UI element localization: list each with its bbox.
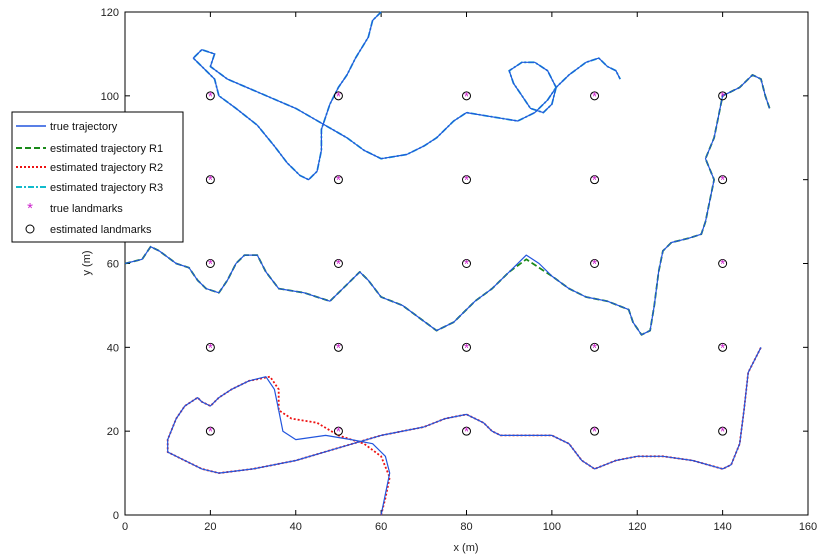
true-landmark: * (720, 173, 725, 188)
legend-box (11, 111, 184, 243)
axes-frame (124, 11, 809, 516)
estimated-landmark (590, 259, 600, 268)
true-landmark: * (336, 173, 341, 188)
true-landmark: * (336, 257, 341, 272)
true-landmark: * (208, 257, 213, 272)
estimated-landmark (718, 91, 728, 101)
legend-label-r1: estimated trajectory R1 (50, 143, 163, 155)
x-tick-label: 80 (460, 521, 472, 533)
true-landmark: * (720, 257, 725, 272)
estimated-landmark (462, 426, 471, 436)
y-tick-label: 120 (101, 7, 119, 19)
true-landmark: * (208, 424, 213, 439)
y-tick-label: 20 (107, 426, 119, 438)
true-trajectory-loop (508, 61, 557, 114)
x-tick-label: 60 (375, 521, 387, 533)
legend-label-estimated-landmarks: estimated landmarks (50, 224, 152, 236)
true-landmark: * (720, 340, 725, 355)
estimated-landmark (205, 426, 215, 436)
estimated-landmark (205, 91, 215, 101)
estimated-landmark (333, 91, 343, 101)
true-landmark: * (208, 89, 213, 104)
estimated-landmark (205, 342, 215, 352)
true-landmark: * (464, 89, 469, 104)
estimated-landmark (718, 426, 728, 436)
estimated-landmark (333, 175, 343, 185)
true-landmark: * (592, 340, 597, 355)
true-landmark: * (720, 424, 725, 439)
true-landmark: * (336, 340, 341, 355)
true-landmark: * (208, 173, 213, 188)
estimated-landmark (205, 259, 215, 268)
true-landmark: * (464, 257, 469, 272)
estimated-landmark (590, 175, 600, 185)
y-tick-label: 0 (113, 510, 119, 522)
estimated-landmark (718, 342, 728, 352)
true-trajectory-r3 (192, 11, 621, 181)
true-landmark: * (336, 424, 341, 439)
true-trajectory-r2 (167, 347, 762, 516)
landmarks: * * * * * * * * * * * * * * * * * * * * * * * * * (205, 89, 728, 439)
estimated-landmark (590, 342, 600, 352)
y-tick-label: 100 (101, 91, 119, 103)
estimated-landmark (590, 91, 600, 101)
true-landmark: * (592, 173, 597, 188)
x-axis-label: x (m) (453, 542, 478, 554)
estimated-landmark (205, 175, 215, 185)
x-tick-label: 20 (204, 521, 216, 533)
x-axis-ticks: 0 20 40 60 80 100 120 140 160 (122, 12, 817, 533)
true-landmark: * (464, 424, 469, 439)
y-tick-label: 40 (107, 342, 119, 354)
true-landmark: * (720, 89, 725, 104)
true-trajectory-r1 (124, 74, 771, 336)
legend-marker-estimated-landmarks (25, 224, 35, 234)
true-landmark: * (336, 89, 341, 104)
true-landmark: * (592, 89, 597, 104)
y-axis-label: y (m) (81, 250, 93, 275)
true-landmark: * (208, 340, 213, 355)
series-lines (124, 11, 771, 516)
estimated-landmark (462, 259, 471, 268)
legend-label-true-landmarks: true landmarks (50, 203, 123, 215)
estimated-landmark (333, 342, 343, 352)
true-landmark: * (592, 424, 597, 439)
estimated-landmark (462, 342, 471, 352)
estimated-landmark (462, 175, 471, 185)
legend-label-r3: estimated trajectory R3 (50, 182, 163, 194)
legend-label-r2: estimated trajectory R2 (50, 162, 163, 174)
estimated-landmark (462, 91, 471, 101)
estimated-landmark (718, 175, 728, 185)
estimated-landmark (333, 426, 343, 436)
x-tick-label: 120 (628, 521, 646, 533)
y-tick-label: 60 (107, 259, 119, 271)
estimated-landmark (590, 426, 600, 436)
true-landmark: * (464, 340, 469, 355)
x-tick-label: 40 (290, 521, 302, 533)
x-tick-label: 160 (799, 521, 817, 533)
x-tick-label: 140 (713, 521, 731, 533)
true-landmark: * (592, 257, 597, 272)
true-landmark: * (464, 173, 469, 188)
x-tick-label: 100 (543, 521, 561, 533)
x-tick-label: 0 (122, 521, 128, 533)
estimated-landmark (718, 259, 728, 268)
legend-label-true-trajectory: true trajectory (50, 121, 118, 133)
estimated-landmark (333, 259, 343, 268)
legend: true trajectory estimated trajectory R1 … (11, 111, 184, 243)
legend-marker-true-landmarks: * (27, 200, 33, 217)
